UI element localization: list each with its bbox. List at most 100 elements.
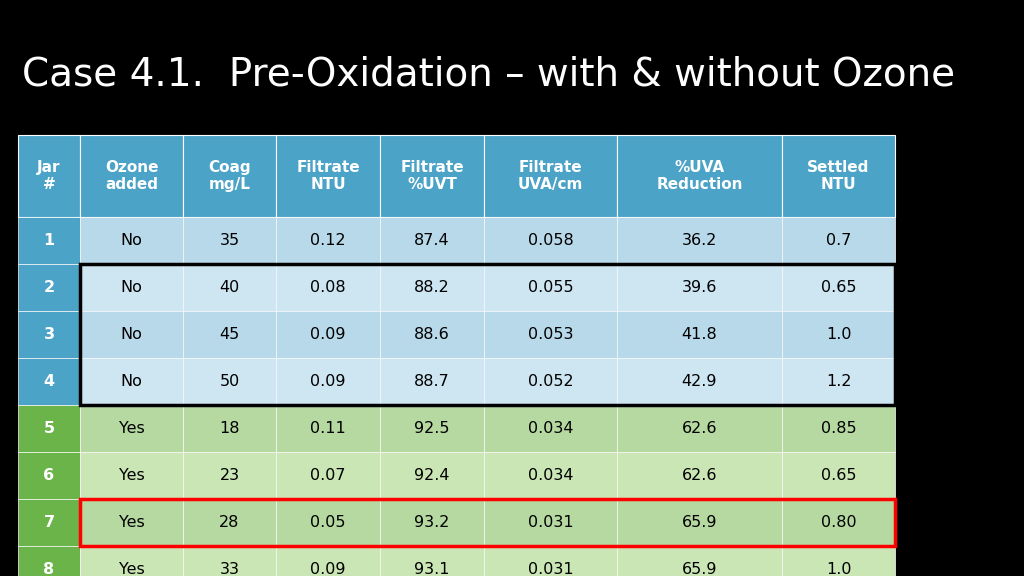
Text: 88.6: 88.6 (414, 327, 450, 342)
Text: 0.65: 0.65 (821, 468, 856, 483)
Text: 1.0: 1.0 (825, 562, 851, 576)
Bar (276, 264, 380, 311)
Bar (782, 452, 895, 499)
Text: 0.11: 0.11 (310, 421, 346, 436)
Bar (617, 499, 782, 546)
Bar (18, 499, 80, 546)
Text: 23: 23 (219, 468, 240, 483)
Text: Yes: Yes (119, 468, 144, 483)
Text: 0.80: 0.80 (820, 515, 856, 530)
Bar (18, 264, 80, 311)
Text: Yes: Yes (119, 562, 144, 576)
Text: 0.7: 0.7 (825, 233, 851, 248)
Text: No: No (121, 374, 142, 389)
Text: 93.1: 93.1 (415, 562, 450, 576)
Text: 93.2: 93.2 (415, 515, 450, 530)
Bar (380, 546, 484, 576)
Text: 88.7: 88.7 (414, 374, 450, 389)
Bar (276, 452, 380, 499)
Text: 88.2: 88.2 (414, 280, 450, 295)
Text: 5: 5 (43, 421, 54, 436)
Text: 62.6: 62.6 (682, 468, 717, 483)
Text: Yes: Yes (119, 515, 144, 530)
Bar (276, 405, 380, 452)
Bar (484, 546, 617, 576)
Text: 0.052: 0.052 (527, 374, 573, 389)
Text: 0.034: 0.034 (527, 468, 573, 483)
Bar (183, 546, 276, 576)
Bar (276, 499, 380, 546)
Text: 36.2: 36.2 (682, 233, 717, 248)
Bar (617, 546, 782, 576)
Text: 0.031: 0.031 (527, 562, 573, 576)
Text: 1: 1 (43, 233, 54, 248)
Text: 1.2: 1.2 (825, 374, 851, 389)
Text: 0.07: 0.07 (310, 468, 346, 483)
Bar (782, 499, 895, 546)
Bar (617, 405, 782, 452)
Text: 92.4: 92.4 (415, 468, 450, 483)
Text: 0.058: 0.058 (527, 233, 573, 248)
Text: 50: 50 (219, 374, 240, 389)
Text: 0.08: 0.08 (310, 280, 346, 295)
Text: 39.6: 39.6 (682, 280, 717, 295)
Bar (80, 135, 183, 217)
Bar (80, 405, 183, 452)
Bar (18, 135, 80, 217)
Bar (80, 546, 183, 576)
Text: No: No (121, 280, 142, 295)
Bar (183, 135, 276, 217)
Text: 28: 28 (219, 515, 240, 530)
Text: No: No (121, 233, 142, 248)
Bar (183, 405, 276, 452)
Bar (18, 358, 80, 405)
Text: 0.09: 0.09 (310, 562, 346, 576)
Text: Yes: Yes (119, 421, 144, 436)
Text: 8: 8 (43, 562, 54, 576)
Bar (484, 264, 617, 311)
Bar (80, 217, 183, 264)
Bar (80, 264, 895, 405)
Bar (380, 358, 484, 405)
Bar (617, 135, 782, 217)
Bar (18, 311, 80, 358)
Text: Filtrate
UVA/cm: Filtrate UVA/cm (518, 160, 584, 192)
Bar (380, 405, 484, 452)
Text: 0.65: 0.65 (821, 280, 856, 295)
Bar (380, 264, 484, 311)
Bar (484, 405, 617, 452)
Bar (18, 405, 80, 452)
Bar (380, 217, 484, 264)
Bar (183, 264, 276, 311)
Bar (617, 311, 782, 358)
Text: 3: 3 (43, 327, 54, 342)
Text: Case 4.1.  Pre-Oxidation – with & without Ozone: Case 4.1. Pre-Oxidation – with & without… (22, 56, 955, 94)
Text: Coag
mg/L: Coag mg/L (208, 160, 251, 192)
Bar (380, 499, 484, 546)
Text: 33: 33 (219, 562, 240, 576)
Bar (276, 217, 380, 264)
Bar (617, 358, 782, 405)
Bar (380, 452, 484, 499)
Text: 1.0: 1.0 (825, 327, 851, 342)
Bar (617, 452, 782, 499)
Text: 0.09: 0.09 (310, 327, 346, 342)
Text: 6: 6 (43, 468, 54, 483)
Text: 2: 2 (43, 280, 54, 295)
Bar (484, 311, 617, 358)
Text: 0.12: 0.12 (310, 233, 346, 248)
Text: 92.5: 92.5 (415, 421, 450, 436)
Text: 87.4: 87.4 (414, 233, 450, 248)
Bar (80, 499, 895, 546)
Bar (276, 358, 380, 405)
Bar (380, 135, 484, 217)
Text: 0.053: 0.053 (527, 327, 573, 342)
Bar (484, 358, 617, 405)
Bar (183, 217, 276, 264)
Bar (80, 311, 183, 358)
Text: 0.09: 0.09 (310, 374, 346, 389)
Bar (484, 499, 617, 546)
Text: No: No (121, 327, 142, 342)
Bar (484, 217, 617, 264)
Text: 4: 4 (43, 374, 54, 389)
